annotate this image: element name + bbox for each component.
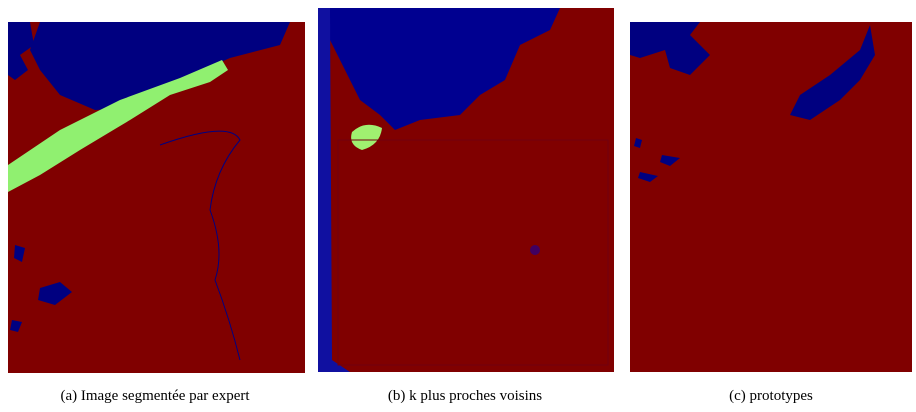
caption: (a) Image segmentée par expert xyxy=(60,388,249,405)
caption: (b) k plus proches voisins xyxy=(388,388,542,405)
panel-c xyxy=(630,22,912,372)
caption: (c) prototypes xyxy=(729,388,813,405)
segmentation-panels xyxy=(0,0,916,380)
panel-b xyxy=(318,8,614,372)
panel-a xyxy=(8,22,305,373)
figure: (a) Image segmentée par expert (b) k plu… xyxy=(0,0,916,412)
